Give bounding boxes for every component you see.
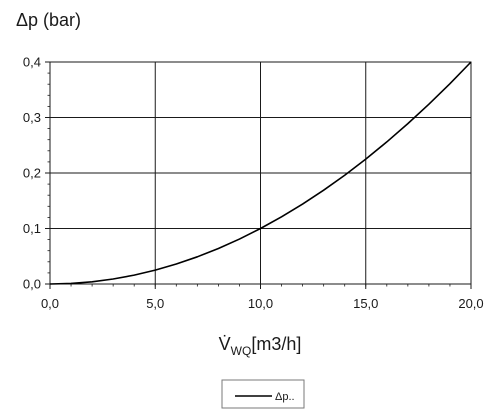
x-axis-title-subscript: WQ [231, 344, 252, 358]
y-axis-title: Δp (bar) [16, 10, 81, 30]
y-tick-labels: 0,0 0,1 0,2 0,3 0,4 [23, 55, 41, 292]
x-tick-label: 0,0 [41, 296, 59, 311]
series-lines [49, 61, 472, 285]
series-line [49, 61, 472, 285]
x-tick-label: 5,0 [146, 296, 164, 311]
legend: Δp.. [221, 379, 305, 409]
x-axis-title-symbol: V̇ [219, 334, 231, 354]
plot-frame [49, 61, 472, 285]
legend-box [221, 379, 305, 409]
x-tick-label: 10,0 [248, 296, 273, 311]
y-tick-label: 0,1 [23, 221, 41, 236]
y-tick-label: 0,0 [23, 277, 41, 292]
x-tick-labels: 0,0 5,0 10,0 15,0 20,0 [41, 296, 484, 311]
grid [45, 61, 472, 289]
y-tick-label: 0,4 [23, 55, 41, 70]
y-tick-label: 0,2 [23, 166, 41, 181]
y-tick-label: 0,3 [23, 110, 41, 125]
legend-label: Δp.. [275, 391, 295, 403]
minor-ticks [47, 61, 472, 287]
x-tick-label: 15,0 [353, 296, 378, 311]
x-tick-label: 20,0 [458, 296, 483, 311]
x-axis-title: V̇WQ[m3/h] [219, 334, 302, 358]
x-axis-title-unit: [m3/h] [251, 334, 301, 354]
